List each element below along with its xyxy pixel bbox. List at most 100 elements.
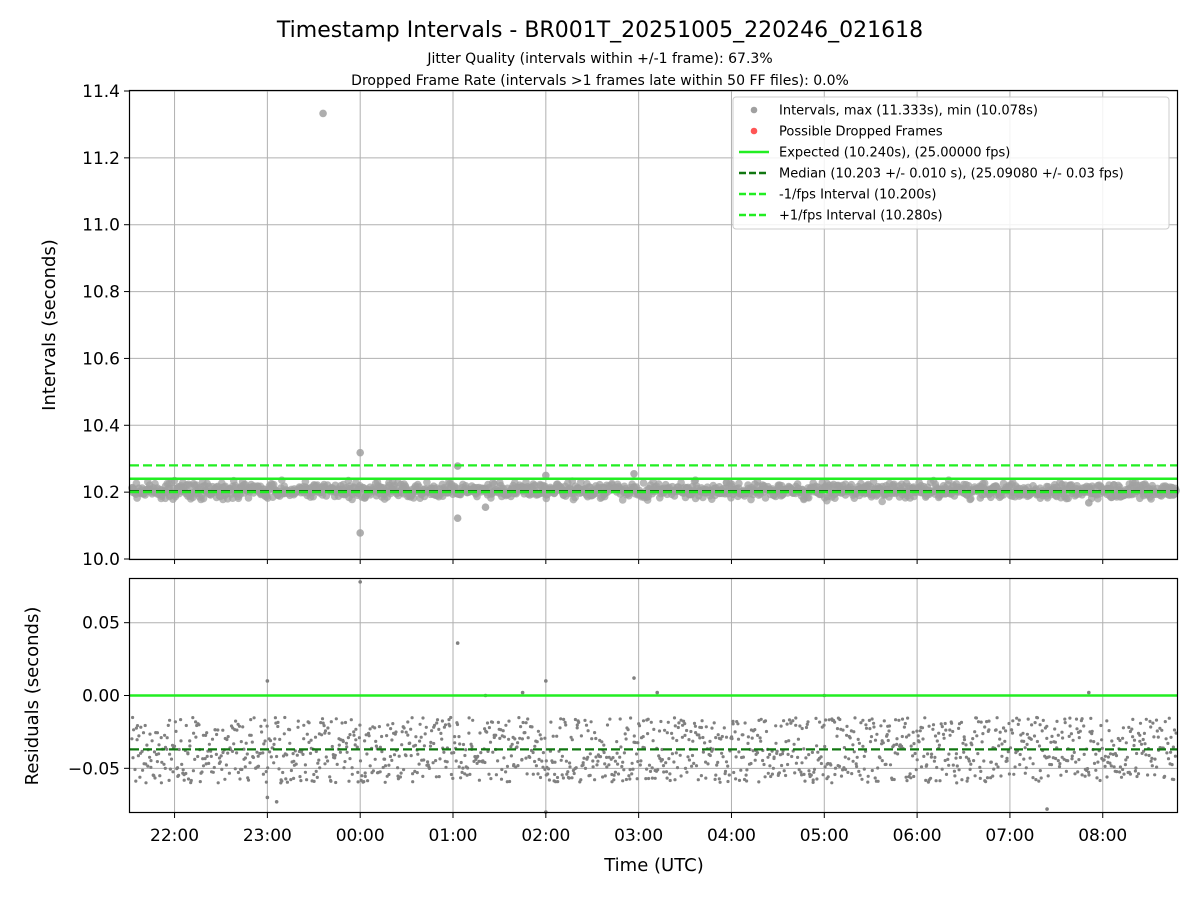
residual-point [544,759,548,763]
residual-point [621,779,625,783]
residual-point [1000,754,1004,758]
residual-point [364,733,368,737]
residual-point [410,716,414,720]
residual-point [252,716,256,720]
residual-outlier-point [1087,690,1091,695]
residual-point [204,733,208,738]
residual-point [1007,772,1012,776]
residual-point [386,723,390,727]
residual-point [197,723,201,727]
residual-point [855,764,859,769]
residual-point [881,741,885,745]
interval-point [980,479,989,488]
interval-outlier-point [1085,499,1093,507]
residual-point [960,778,964,782]
residual-point [276,720,280,725]
residual-point [1017,718,1021,722]
residual-point [743,721,747,725]
residual-point [302,723,306,727]
residual-point [216,781,220,785]
residual-point [602,743,606,747]
residual-point [619,745,623,749]
residual-point [683,766,688,771]
residual-point [1108,761,1112,765]
residual-point [900,734,904,739]
residual-outlier-point [274,800,279,804]
residual-point [720,751,724,755]
residual-point [940,725,944,729]
residual-point [498,736,502,741]
residual-point [177,773,181,778]
residual-point [621,760,625,764]
residual-point [749,761,753,766]
residual-point [608,717,612,721]
residual-point [632,734,636,738]
residual-point [857,741,862,745]
residual-point [994,728,998,732]
x-tick-label: 02:00 [521,826,570,846]
residual-point [449,715,453,720]
residual-point [461,742,466,747]
residual-point [987,719,991,723]
residual-point [1095,776,1099,780]
residual-point [150,739,154,743]
residual-point [699,774,704,778]
residual-point [453,735,457,739]
residual-point [1030,723,1034,727]
residual-point [354,738,358,742]
residual-point [486,749,490,754]
residual-point [368,727,372,731]
residual-point [555,775,560,780]
residual-point [276,724,280,729]
residual-point [814,716,818,721]
residual-point [716,760,720,765]
residual-point [263,718,267,722]
residual-point [507,719,511,723]
residual-point [368,764,372,768]
residual-point [224,763,228,767]
residual-point [665,731,669,735]
residual-point [179,739,183,743]
residual-point [1038,769,1042,773]
residual-point [636,741,640,745]
residual-point [143,723,147,728]
residual-point [1112,743,1116,747]
residual-point [487,772,491,776]
residual-point [186,777,191,781]
residual-point [696,778,700,782]
residual-point [421,716,425,720]
residual-point [323,762,327,766]
residual-point [559,717,563,721]
residual-point [802,772,806,777]
residual-point [488,740,493,744]
residual-point [430,729,434,733]
residual-point [1153,757,1157,761]
residual-point [1068,724,1072,728]
y-tick-label: 11.4 [82,82,120,102]
residual-point [225,737,229,742]
residual-point [327,731,331,735]
interval-point [967,494,975,503]
residual-point [1103,764,1107,769]
residual-point [793,771,797,775]
residual-point [1002,726,1006,730]
residual-point [186,752,190,756]
residual-point [334,780,338,785]
residual-point [158,774,162,778]
residual-point [856,737,860,742]
residual-point [1060,730,1064,734]
residual-point [921,737,925,741]
x-tick-label: 01:00 [429,826,478,846]
residual-point [785,722,789,726]
residual-point [193,757,197,762]
residual-point [513,737,517,741]
residual-point [675,766,680,770]
residual-point [272,742,276,747]
residual-point [807,753,811,757]
residual-point [468,772,472,777]
residual-point [414,735,418,739]
residual-point [794,716,798,720]
residual-point [153,776,157,780]
intervals-x-ticks [174,559,1104,564]
residual-point [1166,757,1171,761]
